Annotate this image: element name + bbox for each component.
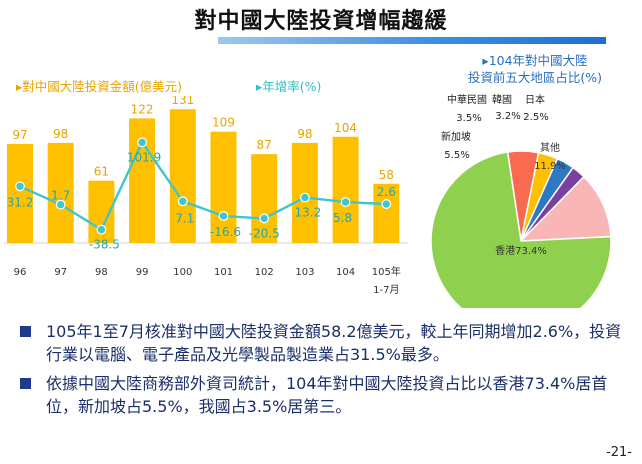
- growth-rate-point: [218, 211, 229, 221]
- bullet-text: 依據中國大陸商務部外資司統計，104年對中國大陸投資占比以香港73.4%居首位，…: [46, 374, 608, 416]
- bullet-item: 105年1至7月核准對中國大陸投資金額58.2億美元，較上年同期增加2.6%，投…: [18, 320, 628, 366]
- investment-bar: [251, 154, 278, 243]
- bar-value-label: 58: [379, 168, 394, 182]
- investment-bar: [47, 142, 74, 243]
- bar-value-label: 98: [53, 127, 68, 141]
- pie-category-label: 新加坡: [441, 130, 471, 143]
- growth-rate-point: [177, 196, 188, 207]
- pie-title-line-1: ▸104年對中國大陸: [482, 53, 588, 68]
- pie-value-label: 2.5%: [523, 112, 548, 123]
- pie-title-line-2: 投資前五大地區占比(%): [467, 70, 603, 85]
- pie-category-label: 日本: [525, 93, 545, 106]
- growth-rate-point: [96, 224, 107, 235]
- page-title: 對中國大陸投資增幅趨緩: [194, 9, 448, 34]
- x-tick-label: 100: [173, 267, 192, 278]
- bullet-text: 105年1至7月核准對中國大陸投資金額58.2億美元，較上年同期增加2.6%，投…: [46, 322, 622, 364]
- growth-rate-point: [15, 181, 25, 192]
- legend-bar-series: ▸對中國大陸投資金額(億美元): [16, 79, 183, 94]
- bar-value-label: 61: [94, 165, 109, 179]
- x-tick-label: 1-7月: [373, 284, 399, 296]
- pie-chart-title: ▸104年對中國大陸 投資前五大地區占比(%): [440, 52, 630, 86]
- x-tick-label: 104: [336, 267, 355, 278]
- investment-combo-chart: 97 96 98 97 61 98 122 99 131 100 109 101 87 102 98 103 1…: [4, 96, 408, 296]
- investment-bar: [210, 131, 237, 243]
- growth-rate-point: [300, 192, 310, 203]
- growth-rate-label: 2.6: [377, 185, 396, 199]
- pie-value-label: 11.9%: [534, 161, 566, 172]
- growth-rate-label: -38.5: [89, 238, 120, 252]
- x-tick-label: 98: [95, 267, 108, 278]
- x-tick-label: 96: [14, 267, 27, 278]
- bar-value-label: 97: [12, 128, 27, 142]
- investment-bar: [332, 136, 359, 243]
- pie-category-label: 中華民國: [447, 93, 487, 106]
- x-tick-label: 103: [295, 267, 314, 278]
- growth-rate-point: [137, 137, 148, 148]
- pie-value-label: 香港73.4%: [495, 245, 547, 257]
- summary-bullets: 105年1至7月核准對中國大陸投資金額58.2億美元，較上年同期增加2.6%，投…: [18, 320, 628, 424]
- pie-value-label: 3.5%: [456, 113, 481, 124]
- bar-value-label: 122: [131, 102, 154, 116]
- x-tick-label: 102: [255, 267, 274, 278]
- bullet-square-icon: [20, 378, 31, 389]
- growth-rate-label: 13.2: [295, 205, 322, 219]
- growth-rate-label: 31.2: [7, 195, 34, 209]
- investment-bar: [373, 183, 400, 243]
- legend-line-series: ▸年增率(%): [256, 79, 322, 94]
- bar-value-label: 98: [297, 127, 312, 141]
- investment-bar: [7, 143, 33, 243]
- pie-value-label: 5.5%: [444, 150, 469, 161]
- growth-rate-point: [340, 197, 351, 207]
- growth-rate-point: [381, 199, 392, 209]
- pie-category-label: 韓國: [492, 94, 512, 106]
- growth-rate-line: [19, 139, 387, 232]
- x-tick-label: 97: [54, 267, 67, 278]
- x-tick-label: 101: [214, 267, 233, 278]
- pie-value-label: 3.2%: [495, 111, 520, 122]
- bar-value-label: 87: [257, 138, 272, 152]
- region-share-pie-chart: 中華民國 3.5% 韓國 3.2% 日本 2.5% 新加坡 5.5% 其他 11.9% 香港73.4…: [430, 93, 612, 308]
- investment-bar: [129, 118, 156, 243]
- x-tick-label: 99: [136, 267, 149, 278]
- growth-rate-label: -20.5: [249, 226, 280, 240]
- bar-value-label: 109: [212, 116, 235, 130]
- pie-category-label: 其他: [540, 141, 560, 154]
- bar-value-label: 131: [171, 96, 194, 107]
- bar-value-label: 104: [334, 121, 357, 135]
- pie-slice: [430, 151, 612, 308]
- title-underline-bar: [218, 37, 606, 44]
- growth-rate-label: 7.1: [175, 211, 194, 225]
- investment-bar: [169, 109, 196, 243]
- growth-rate-label: 1.7: [51, 189, 70, 203]
- pie-slice: [519, 175, 612, 242]
- growth-rate-point: [259, 213, 270, 224]
- growth-rate-point: [55, 199, 66, 210]
- bullet-item: 依據中國大陸商務部外資司統計，104年對中國大陸投資占比以香港73.4%居首位，…: [18, 372, 628, 418]
- growth-rate-label: -16.6: [210, 225, 241, 239]
- growth-rate-label: 5.8: [333, 211, 352, 225]
- page-number: -21-: [606, 445, 632, 460]
- x-tick-label: 105年: [372, 265, 401, 278]
- bullet-square-icon: [20, 326, 31, 337]
- growth-rate-label: 101.9: [127, 150, 161, 164]
